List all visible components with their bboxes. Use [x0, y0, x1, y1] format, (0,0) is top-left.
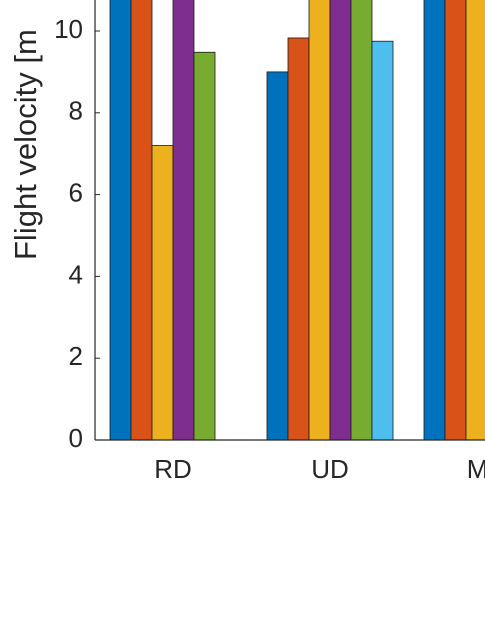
bar — [350, 0, 373, 441]
bar — [193, 51, 216, 441]
y-tick-label: 2 — [69, 341, 83, 371]
bar — [151, 145, 174, 441]
y-tick-label: 0 — [69, 423, 83, 453]
bar — [329, 0, 352, 441]
x-tick-label: UD — [311, 454, 349, 484]
bar — [465, 0, 485, 441]
bar — [371, 40, 394, 441]
bar — [287, 37, 310, 441]
bar — [444, 0, 467, 441]
y-tick-label: 6 — [69, 177, 83, 207]
bar — [266, 71, 289, 441]
bar — [130, 0, 153, 441]
y-axis-label: Flight velocity [m — [8, 29, 43, 260]
bar — [109, 0, 132, 441]
bar — [172, 0, 195, 441]
bar — [423, 0, 446, 441]
x-tick-label: MC — [467, 454, 485, 484]
y-tick-label: 10 — [54, 14, 83, 44]
bar — [308, 0, 331, 441]
x-tick-label: RD — [154, 454, 192, 484]
y-tick-label: 8 — [69, 96, 83, 126]
y-tick-label: 4 — [69, 259, 83, 289]
